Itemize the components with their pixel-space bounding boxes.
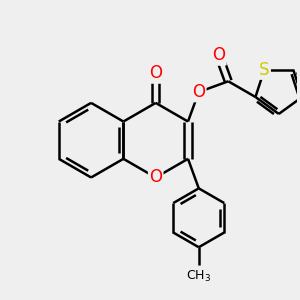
Text: O: O (149, 169, 162, 187)
Text: S: S (259, 61, 270, 79)
Text: O: O (149, 64, 162, 82)
Text: O: O (212, 46, 225, 64)
Text: O: O (192, 83, 205, 101)
Text: CH$_3$: CH$_3$ (186, 269, 211, 284)
